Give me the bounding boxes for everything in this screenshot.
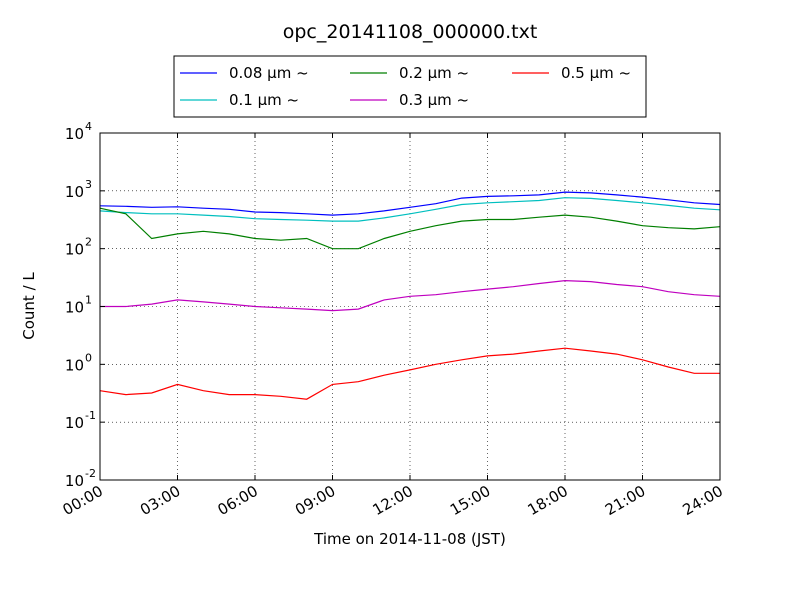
series-line-3 bbox=[99, 207, 721, 250]
y-tick-label: 10 bbox=[65, 183, 84, 201]
y-tick-exponent: 3 bbox=[85, 178, 92, 191]
series-line-1 bbox=[99, 191, 721, 216]
x-axis-label: Time on 2014-11-08 (JST) bbox=[313, 530, 506, 548]
data-series bbox=[99, 191, 721, 400]
y-tick-label: 10 bbox=[65, 125, 84, 143]
y-tick-exponent: 0 bbox=[85, 351, 92, 364]
legend-label: 0.1 μm ~ bbox=[229, 91, 299, 109]
series-line-2 bbox=[99, 197, 721, 222]
grid-lines bbox=[100, 133, 720, 480]
legend-label: 0.2 μm ~ bbox=[399, 64, 469, 82]
series-line-4 bbox=[100, 279, 721, 312]
legend-label: 0.5 μm ~ bbox=[561, 64, 631, 82]
y-tick-label: 10 bbox=[65, 299, 84, 317]
y-tick-exponent: 1 bbox=[85, 294, 92, 307]
legend-box bbox=[173, 55, 647, 118]
legend-label: 0.3 μm ~ bbox=[399, 91, 469, 109]
y-tick-label: 10 bbox=[65, 241, 84, 259]
legend: 0.08 μm ~ 0.1 μm ~ 0.2 μm ~ 0.3 μm ~ 0.5 μm … bbox=[173, 55, 647, 118]
legend-label: 0.08 μm ~ bbox=[229, 64, 309, 82]
chart-title: opc_20141108_000000.txt bbox=[283, 21, 538, 43]
series-line-5 bbox=[99, 347, 720, 400]
y-tick-label: 10 bbox=[65, 414, 84, 432]
y-tick-exponent: 4 bbox=[85, 120, 92, 133]
y-tick-label: 10 bbox=[65, 472, 84, 490]
y-tick-exponent: 2 bbox=[85, 236, 92, 249]
y-tick-label: 10 bbox=[65, 356, 84, 374]
y-axis-label: Count / L bbox=[20, 272, 38, 340]
y-tick-exponent: -2 bbox=[85, 467, 96, 480]
y-tick-exponent: -1 bbox=[85, 409, 96, 422]
